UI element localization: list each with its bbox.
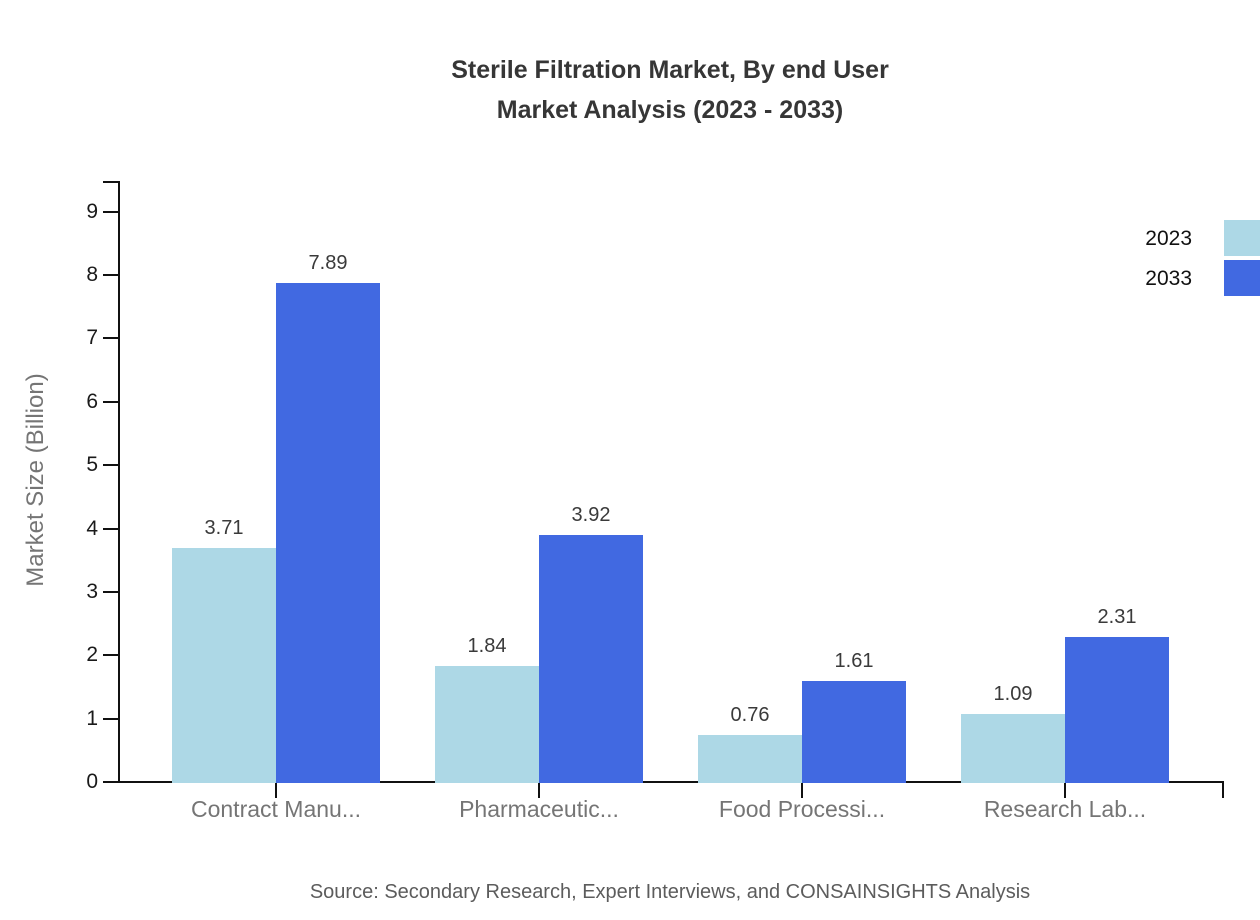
bar-value-label: 1.09 bbox=[993, 682, 1033, 705]
chart-title-line2: Market Analysis (2023 - 2033) bbox=[496, 96, 844, 124]
x-tick bbox=[801, 783, 803, 798]
bar-2023-cat1 bbox=[172, 547, 276, 783]
y-tick-label: 7 bbox=[86, 326, 98, 350]
x-tick bbox=[275, 783, 277, 798]
legend-swatch-2033 bbox=[1224, 260, 1260, 296]
y-tick-label: 4 bbox=[86, 516, 98, 540]
legend-swatch-2023 bbox=[1224, 220, 1260, 256]
source-note: Source: Secondary Research, Expert Inter… bbox=[309, 881, 1031, 903]
legend-label-2023: 2023 bbox=[1145, 227, 1192, 250]
y-tick bbox=[103, 717, 118, 720]
bar-2023-cat4 bbox=[961, 713, 1065, 783]
y-axis-top-tick bbox=[103, 181, 118, 183]
x-category-label: Research Lab... bbox=[983, 796, 1147, 822]
y-axis-line bbox=[118, 181, 120, 783]
x-category-label: Food Processi... bbox=[718, 796, 886, 822]
y-tick bbox=[103, 781, 118, 783]
y-tick-label: 6 bbox=[86, 389, 98, 413]
bar-2023-cat3 bbox=[698, 734, 802, 783]
legend-label-2033: 2033 bbox=[1145, 267, 1192, 290]
bar-value-label: 3.92 bbox=[571, 503, 611, 526]
bar-2023-cat2 bbox=[435, 666, 539, 783]
y-tick bbox=[103, 527, 118, 530]
y-tick-label: 5 bbox=[86, 453, 98, 477]
chart-title: Sterile Filtration Market, By end User M… bbox=[118, 50, 1222, 130]
x-axis-line bbox=[118, 781, 1224, 783]
y-tick bbox=[103, 210, 118, 213]
bar-value-label: 7.89 bbox=[308, 252, 348, 275]
bar-value-label: 3.71 bbox=[204, 516, 244, 539]
bar-2033-cat1 bbox=[276, 283, 380, 783]
y-tick-label: 9 bbox=[86, 199, 98, 223]
bar-value-label: 1.61 bbox=[834, 649, 874, 672]
x-tick bbox=[538, 783, 540, 798]
y-tick-label: 0 bbox=[86, 770, 98, 793]
bar-value-label: 2.31 bbox=[1097, 605, 1137, 628]
y-tick bbox=[103, 464, 118, 467]
bar-2033-cat4 bbox=[1065, 636, 1169, 783]
y-tick-label: 1 bbox=[86, 706, 98, 730]
y-tick-label: 8 bbox=[86, 263, 98, 287]
chart-title-line1: Sterile Filtration Market, By end User bbox=[451, 56, 889, 84]
x-category-label: Contract Manu... bbox=[190, 796, 362, 822]
x-tick bbox=[1064, 783, 1066, 798]
bar-2033-cat3 bbox=[802, 680, 906, 783]
y-tick-label: 3 bbox=[86, 579, 98, 603]
bar-2033-cat2 bbox=[539, 534, 643, 783]
bar-value-label: 1.84 bbox=[467, 635, 507, 658]
y-tick bbox=[103, 654, 118, 657]
y-tick-label: 2 bbox=[86, 643, 98, 667]
y-tick bbox=[103, 590, 118, 593]
y-tick bbox=[103, 337, 118, 340]
bar-value-label: 0.76 bbox=[730, 703, 770, 726]
x-axis-end-tick bbox=[1222, 783, 1224, 798]
x-category-label: Pharmaceutic... bbox=[459, 796, 619, 822]
y-tick bbox=[103, 274, 118, 277]
y-tick bbox=[103, 400, 118, 403]
